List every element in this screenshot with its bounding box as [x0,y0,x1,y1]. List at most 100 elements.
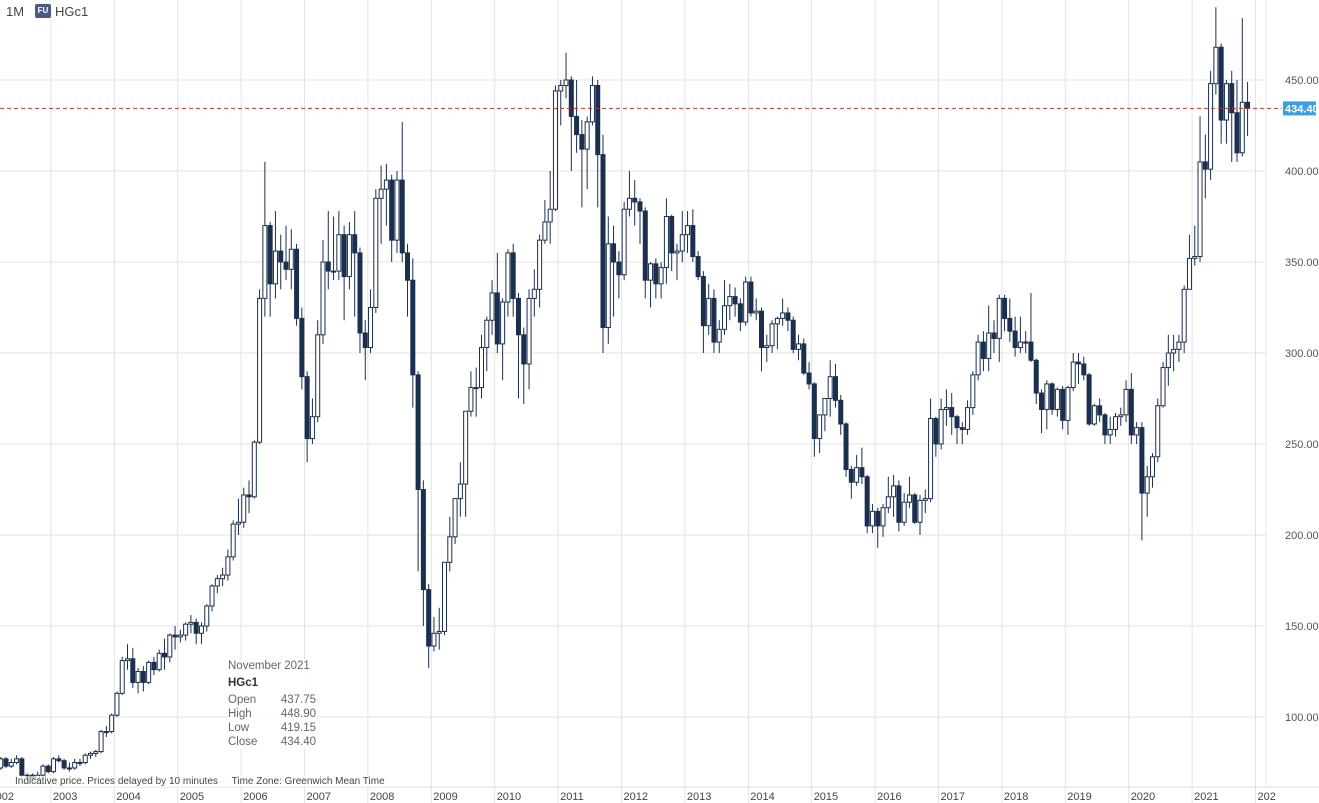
candle [991,320,997,353]
candle-body [864,476,870,527]
candle-body [663,216,669,268]
y-tick-label: 100.00 [1285,712,1319,724]
candle [737,298,743,332]
candle [632,180,638,226]
candle-body [1002,297,1008,319]
candle-body [56,758,62,762]
candle-body [848,468,854,483]
candle [352,211,358,317]
candle [727,283,733,321]
candle-body [410,279,416,376]
candle-body [685,225,691,236]
candle [938,398,944,450]
x-tick-label: 2015 [814,791,838,803]
label: High [228,708,252,720]
candle [220,567,226,586]
candle-body [933,418,939,445]
candle-body [843,423,849,470]
candle-body [346,234,352,278]
candle [40,764,46,778]
candle [51,757,57,774]
candle-body [272,250,278,285]
candle-body [632,197,638,203]
candle [225,549,231,581]
candle-body [1023,341,1029,344]
candle-body [257,297,263,443]
value: 419.15 [280,722,316,734]
candle [119,656,125,696]
candle-body [447,536,453,563]
candle [563,52,569,99]
candle-body [922,498,928,501]
candle-body [1155,405,1161,458]
candle-body [1102,414,1108,436]
candle-body [468,387,474,412]
candle-body [732,296,738,305]
candle [515,292,521,399]
candle [547,171,553,244]
last-price-line: 434.40 [0,101,1319,116]
candle-body [552,90,558,210]
candle-body [125,658,131,662]
candle-body [774,317,780,325]
candle [986,305,992,372]
candle [669,214,675,272]
candle-body [463,410,469,485]
candle-body [1033,359,1039,394]
candle-body [426,589,432,647]
candle [700,271,706,353]
candle [806,362,812,390]
candle [663,198,669,284]
candle-body [759,310,765,349]
candle-body [198,625,204,634]
candle-body [1076,361,1082,365]
y-tick-label: 350.00 [1285,257,1319,269]
candle [420,480,426,626]
candle [1112,413,1118,437]
candle [600,134,606,353]
candle [526,289,532,390]
candle-body [954,416,960,429]
x-tick-label: 2020 [1131,791,1155,803]
candle-body [521,334,527,365]
candle [478,334,484,399]
candle-body [489,292,495,321]
candle-body [1149,456,1155,478]
candle-body [679,234,685,252]
candle [732,287,738,317]
value: 437.75 [280,694,316,706]
candle [626,171,632,217]
candle-body [19,758,25,776]
candle [452,498,458,545]
candle-body [14,758,20,763]
candle [1223,80,1229,144]
x-tick-label: 2011 [560,791,584,803]
candle [320,240,326,344]
candle [1229,70,1235,162]
candle [1123,380,1129,423]
candle [1044,380,1050,430]
candle [621,201,627,281]
candle-body [901,501,907,523]
candle-body [579,134,585,150]
interval-label[interactable]: 1M [6,4,25,19]
candle-body [1192,256,1198,259]
candle [198,622,204,645]
candle [135,667,141,694]
candle-body [1202,161,1208,170]
candle [1134,422,1140,444]
candle [394,171,400,253]
candle [109,713,115,734]
candle [901,493,907,526]
candle-body [827,376,833,400]
candle-body [98,731,104,753]
candle [362,320,368,381]
candle-body [658,266,664,285]
candle-body [172,634,178,638]
candle [1012,316,1018,357]
candle [510,243,516,317]
candle-body [383,179,389,190]
x-tick-label: 2017 [941,791,965,803]
candle [896,480,902,532]
